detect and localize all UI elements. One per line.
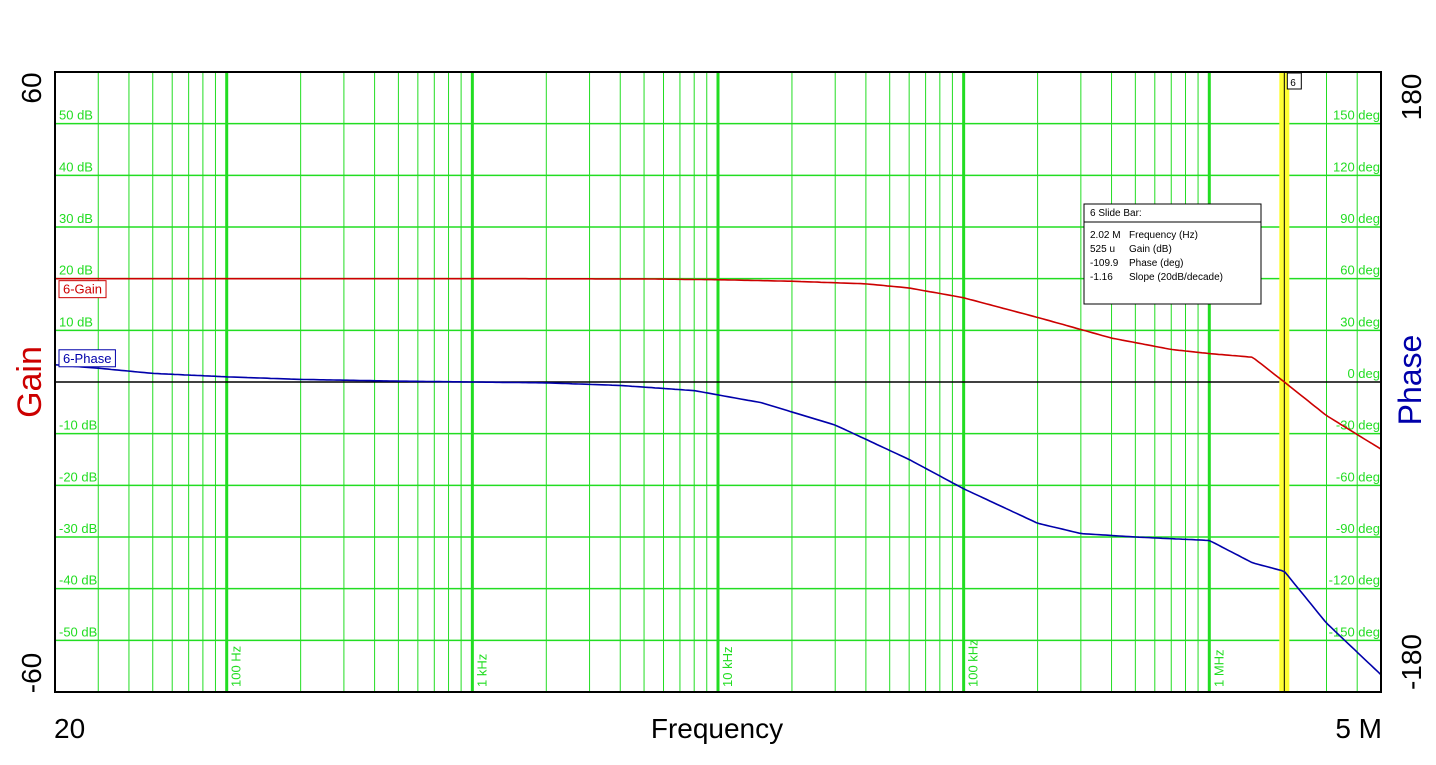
frequency-axis-max: 5 M (1335, 713, 1382, 744)
phase-tick-label: -90 deg (1336, 521, 1380, 536)
phase-tick-label: 120 deg (1333, 159, 1380, 174)
frequency-axis-title: Frequency (651, 713, 783, 744)
phase-series-label: 6-Phase (58, 349, 116, 368)
gain-axis-max: 60 (16, 72, 47, 103)
phase-axis-title: Phase (1392, 335, 1428, 426)
gain-tick-label: 20 dB (59, 263, 93, 278)
slide-bar-value-2: -109.9 (1090, 258, 1119, 269)
slide-bar-value-1: 525 u (1090, 244, 1115, 255)
gain-tick-label: 30 dB (59, 211, 93, 226)
slide-bar-value-0: 2.02 M (1090, 230, 1121, 241)
frequency-tick-labels: 100 Hz 1 kHz 10 kHz 100 kHz 1 MHz (229, 639, 1227, 687)
slide-bar-label-1: Gain (dB) (1129, 244, 1172, 255)
gain-series-name: 6-Gain (63, 282, 102, 297)
gain-tick-label: -50 dB (59, 624, 97, 639)
phase-axis-max: 180 (1396, 74, 1427, 121)
phase-tick-label: -60 deg (1336, 469, 1380, 484)
frequency-tick-label: 1 MHz (1211, 649, 1226, 687)
frequency-tick-label: 10 kHz (720, 647, 735, 687)
phase-tick-label: 90 deg (1340, 211, 1380, 226)
phase-series-name: 6-Phase (63, 351, 111, 366)
phase-trace (54, 364, 1382, 676)
gain-axis-min: -60 (16, 653, 47, 693)
slide-bar-label-2: Phase (deg) (1129, 258, 1183, 269)
frequency-tick-label: 1 kHz (474, 654, 489, 687)
slide-bar-label-3: Slope (20dB/decade) (1129, 272, 1223, 283)
cursor-id-tag[interactable]: 6 (1286, 72, 1302, 90)
gain-tick-labels: 50 dB 40 dB 30 dB 20 dB 10 dB -10 dB -20 dB -30… (59, 108, 97, 640)
gain-trace (55, 277, 1382, 450)
slide-bar-label-0: Frequency (Hz) (1129, 230, 1198, 241)
phase-axis-min: -180 (1396, 634, 1427, 690)
phase-tick-label: 150 deg (1333, 108, 1380, 123)
cursor-id-label: 6 (1290, 78, 1296, 89)
gain-axis-title: Gain (11, 346, 49, 418)
phase-tick-label: -150 deg (1329, 624, 1380, 639)
gain-tick-label: 50 dB (59, 108, 93, 123)
frequency-axis-min: 20 (54, 713, 85, 744)
gain-series-label: 6-Gain (58, 280, 107, 299)
phase-tick-label: 30 deg (1340, 314, 1380, 329)
slide-bar-info-box: 6 Slide Bar: 2.02 M Frequency (Hz) 525 u… (1083, 203, 1262, 305)
slide-bar-title: 6 Slide Bar: (1090, 208, 1142, 219)
phase-tick-label: -120 deg (1329, 573, 1380, 588)
gain-tick-label: -30 dB (59, 521, 97, 536)
gain-tick-label: 40 dB (59, 159, 93, 174)
frequency-tick-label: 100 Hz (229, 646, 244, 687)
phase-tick-label: 60 deg (1340, 263, 1380, 278)
phase-tick-label: 0 deg (1347, 366, 1380, 381)
gain-tick-label: -10 dB (59, 418, 97, 433)
gain-tick-label: -40 dB (59, 573, 97, 588)
frequency-tick-label: 100 kHz (966, 639, 981, 687)
plot-frame (54, 71, 1382, 693)
gain-tick-label: -20 dB (59, 469, 97, 484)
gain-tick-label: 10 dB (59, 314, 93, 329)
slide-bar-value-3: -1.16 (1090, 272, 1113, 283)
